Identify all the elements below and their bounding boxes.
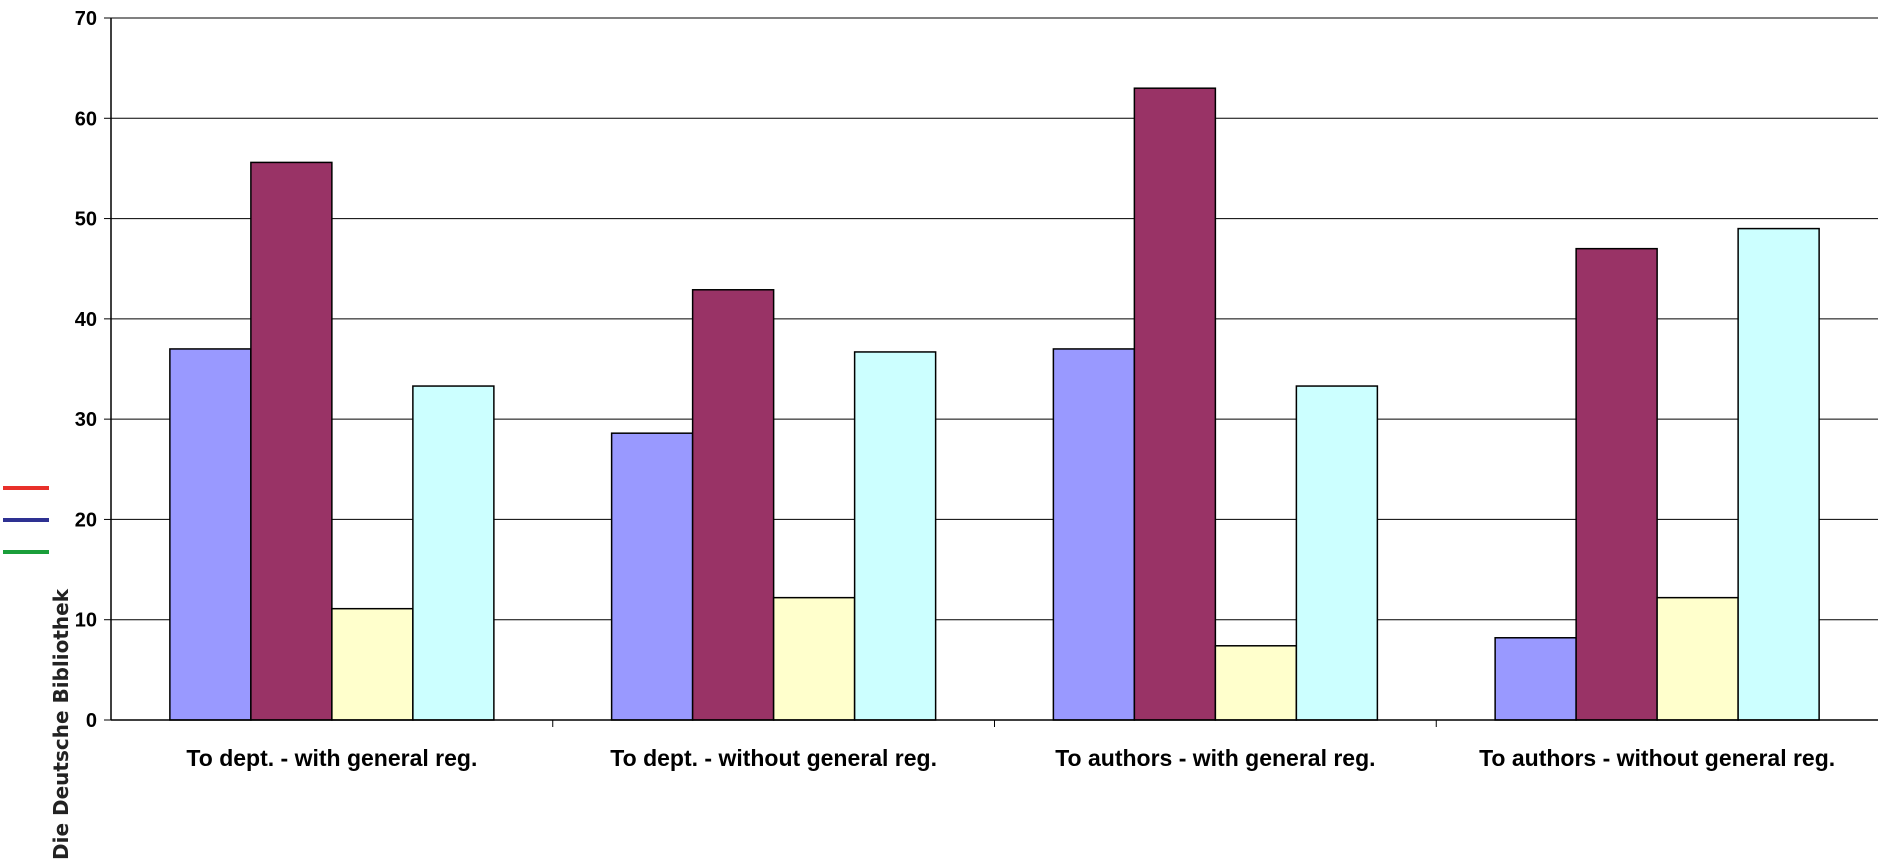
bar: [1052, 348, 1136, 721]
bar: [1656, 596, 1739, 721]
bar: [169, 348, 252, 721]
logo-text: Die Deutsche Bibliothek: [49, 588, 73, 860]
y-tick-label: 70: [75, 8, 97, 30]
die-deutsche-bibliothek-logo: Die Deutsche Bibliothek: [3, 486, 73, 860]
y-tick-label: 10: [75, 610, 97, 632]
bar: [250, 161, 333, 721]
bar: [1575, 247, 1658, 721]
bar: [772, 596, 856, 721]
y-tick-label: 50: [75, 209, 97, 231]
bar: [1214, 645, 1298, 721]
bar: [691, 289, 775, 721]
bars: [169, 87, 1820, 721]
bar: [1494, 637, 1577, 721]
bar: [1737, 227, 1820, 721]
bar: [412, 385, 495, 721]
y-tick-label: 0: [86, 710, 97, 732]
y-tick-label: 30: [75, 409, 97, 431]
y-tick-label: 40: [75, 309, 97, 331]
x-category-label: To authors - without general reg.: [1479, 745, 1835, 771]
bar: [610, 432, 694, 721]
x-category-label: To dept. - with general reg.: [186, 745, 477, 771]
y-tick-label: 60: [75, 108, 97, 130]
x-category-label: To dept. - without general reg.: [610, 745, 937, 771]
y-tick-label: 20: [75, 509, 97, 531]
x-axis-labels: To dept. - with general reg. To dept. - w…: [186, 745, 1835, 771]
bar: [1295, 385, 1379, 721]
x-category-label: To authors - with general reg.: [1055, 745, 1375, 771]
grid-lines: [111, 17, 1878, 621]
axes: [104, 17, 1878, 727]
bar: [1133, 87, 1217, 721]
y-axis-ticks: 0 10 20 30 40 50 60 70: [75, 8, 97, 732]
bar: [331, 607, 414, 721]
bar: [853, 351, 937, 721]
